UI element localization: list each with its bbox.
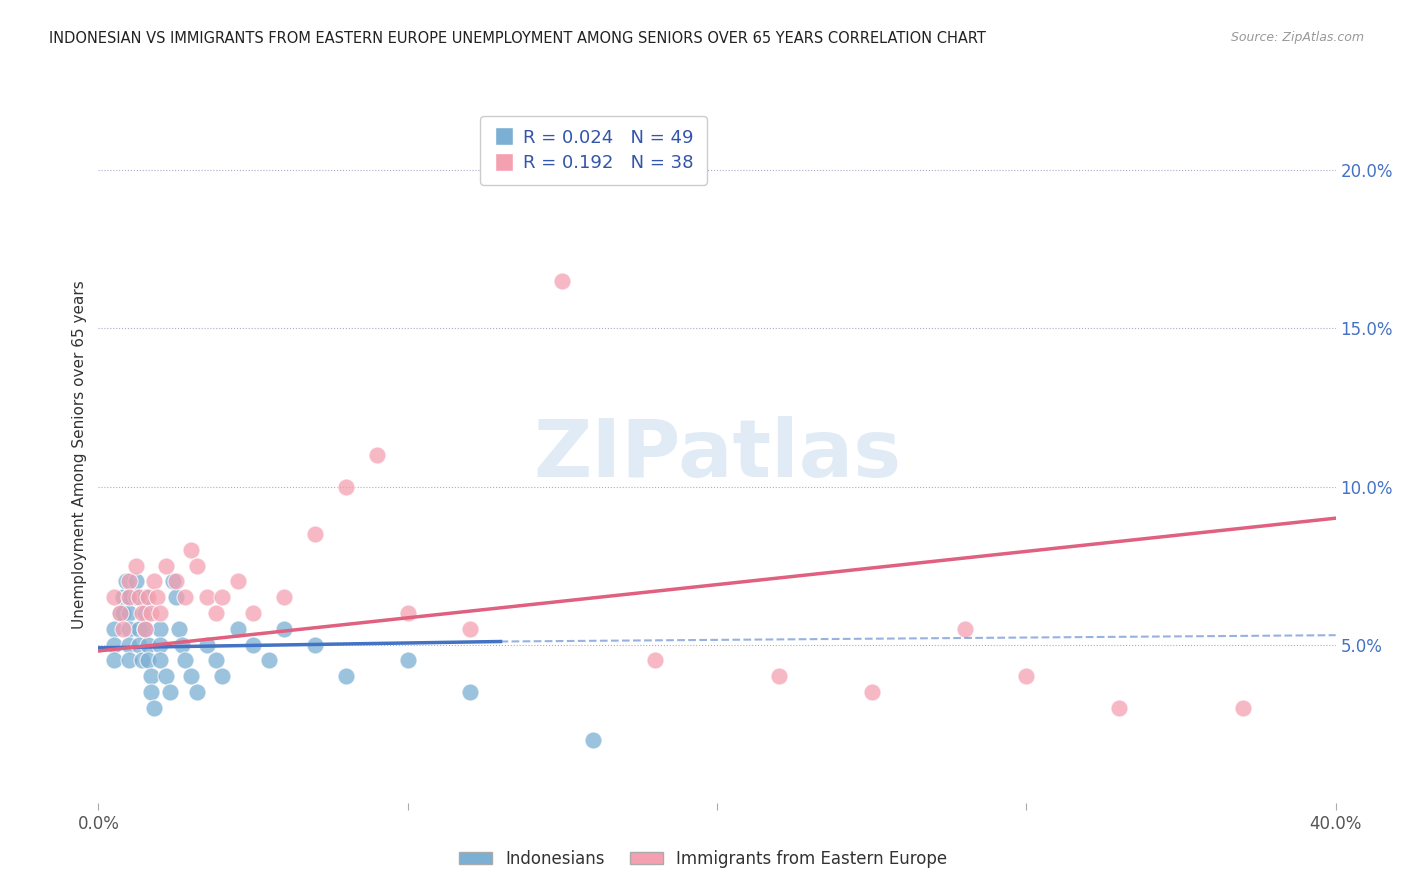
Point	[186, 558, 208, 573]
Point	[131, 653, 153, 667]
Point	[118, 638, 141, 652]
Point	[103, 591, 125, 605]
Point	[1232, 701, 1254, 715]
Point	[139, 685, 162, 699]
Point	[146, 591, 169, 605]
Point	[335, 479, 357, 493]
Point	[458, 622, 481, 636]
Point	[149, 638, 172, 652]
Point	[211, 591, 233, 605]
Point	[131, 606, 153, 620]
Point	[159, 685, 181, 699]
Point	[118, 591, 141, 605]
Point	[167, 622, 190, 636]
Legend: R = 0.024   N = 49, R = 0.192   N = 38: R = 0.024 N = 49, R = 0.192 N = 38	[479, 116, 707, 185]
Text: ZIPatlas: ZIPatlas	[533, 416, 901, 494]
Point	[174, 653, 197, 667]
Point	[180, 542, 202, 557]
Point	[149, 606, 172, 620]
Point	[134, 606, 156, 620]
Point	[211, 669, 233, 683]
Point	[118, 591, 141, 605]
Point	[174, 591, 197, 605]
Point	[226, 622, 249, 636]
Point	[304, 527, 326, 541]
Point	[134, 622, 156, 636]
Point	[124, 591, 146, 605]
Point	[149, 653, 172, 667]
Point	[860, 685, 883, 699]
Point	[273, 622, 295, 636]
Legend: Indonesians, Immigrants from Eastern Europe: Indonesians, Immigrants from Eastern Eur…	[451, 844, 955, 875]
Point	[118, 606, 141, 620]
Point	[103, 653, 125, 667]
Point	[136, 638, 159, 652]
Point	[396, 653, 419, 667]
Point	[1108, 701, 1130, 715]
Point	[170, 638, 193, 652]
Point	[165, 574, 187, 589]
Point	[165, 591, 187, 605]
Point	[205, 653, 228, 667]
Point	[134, 622, 156, 636]
Point	[128, 638, 150, 652]
Point	[180, 669, 202, 683]
Point	[155, 669, 177, 683]
Point	[108, 606, 131, 620]
Point	[136, 591, 159, 605]
Point	[134, 591, 156, 605]
Point	[242, 606, 264, 620]
Point	[644, 653, 666, 667]
Point	[108, 606, 131, 620]
Point	[304, 638, 326, 652]
Point	[195, 638, 218, 652]
Point	[118, 653, 141, 667]
Y-axis label: Unemployment Among Seniors over 65 years: Unemployment Among Seniors over 65 years	[72, 281, 87, 629]
Point	[242, 638, 264, 652]
Point	[115, 574, 138, 589]
Point	[124, 558, 146, 573]
Point	[226, 574, 249, 589]
Point	[139, 669, 162, 683]
Point	[458, 685, 481, 699]
Point	[112, 591, 135, 605]
Point	[118, 574, 141, 589]
Point	[118, 622, 141, 636]
Point	[162, 574, 184, 589]
Point	[366, 448, 388, 462]
Point	[155, 558, 177, 573]
Text: Source: ZipAtlas.com: Source: ZipAtlas.com	[1230, 31, 1364, 45]
Point	[273, 591, 295, 605]
Point	[124, 574, 146, 589]
Point	[768, 669, 790, 683]
Point	[128, 622, 150, 636]
Point	[139, 606, 162, 620]
Point	[582, 732, 605, 747]
Point	[1015, 669, 1038, 683]
Point	[128, 591, 150, 605]
Point	[551, 274, 574, 288]
Point	[195, 591, 218, 605]
Point	[335, 669, 357, 683]
Text: INDONESIAN VS IMMIGRANTS FROM EASTERN EUROPE UNEMPLOYMENT AMONG SENIORS OVER 65 : INDONESIAN VS IMMIGRANTS FROM EASTERN EU…	[49, 31, 986, 46]
Point	[396, 606, 419, 620]
Point	[149, 622, 172, 636]
Point	[186, 685, 208, 699]
Point	[143, 701, 166, 715]
Point	[112, 622, 135, 636]
Point	[112, 606, 135, 620]
Point	[136, 653, 159, 667]
Point	[953, 622, 976, 636]
Point	[143, 574, 166, 589]
Point	[103, 638, 125, 652]
Point	[257, 653, 280, 667]
Point	[103, 622, 125, 636]
Point	[205, 606, 228, 620]
